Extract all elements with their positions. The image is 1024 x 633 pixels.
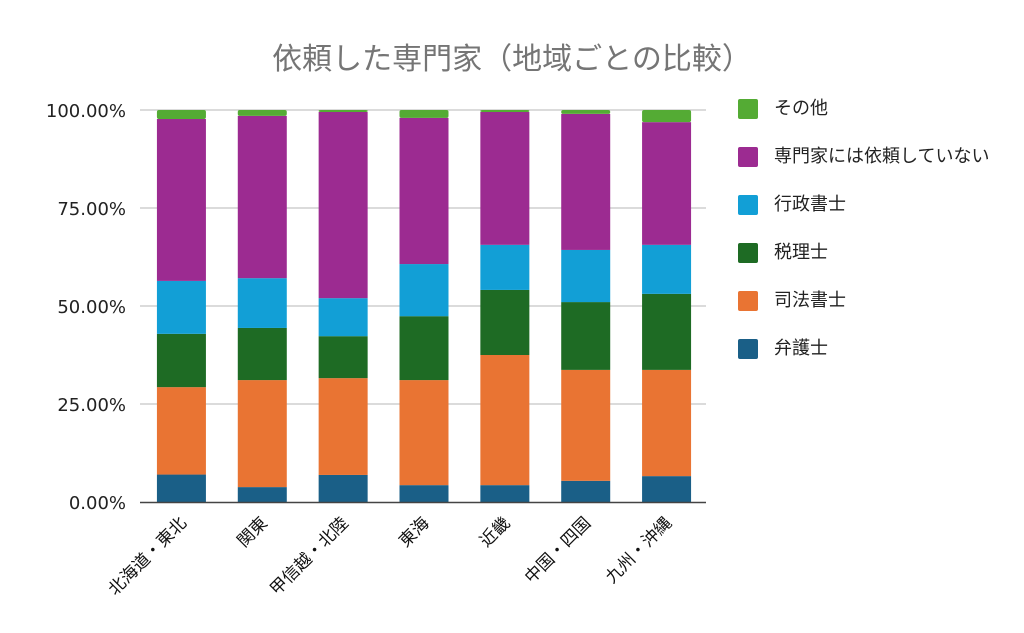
bar-segment[interactable] (318, 110, 368, 112)
bar-segment[interactable] (318, 298, 368, 337)
bar-segment[interactable] (561, 110, 611, 114)
bar-stack (561, 110, 611, 502)
legend-label: 行政書士 (774, 194, 846, 215)
bar-segment[interactable] (237, 380, 287, 488)
chart-title: 依頼した専門家（地域ごとの比較） (272, 42, 752, 77)
bar-segment[interactable] (156, 474, 206, 502)
bar-segment[interactable] (561, 302, 611, 370)
bar-segment[interactable] (561, 369, 611, 481)
bar-segment[interactable] (480, 355, 530, 486)
bar-segment[interactable] (480, 244, 530, 290)
x-tick-label: 甲信越・北陸 (266, 513, 352, 599)
bar-segment[interactable] (561, 480, 611, 502)
bar-segment[interactable] (318, 474, 368, 502)
legend-swatch (738, 195, 758, 215)
bar-segment[interactable] (399, 110, 449, 118)
legend-swatch (738, 339, 758, 359)
bar-segment[interactable] (237, 278, 287, 328)
legend: その他 専門家には依頼していない 行政書士 税理士 司法書士 弁護士 (738, 96, 1008, 384)
bar-segment[interactable] (642, 293, 692, 370)
bar-segment[interactable] (480, 110, 530, 112)
bar-segment[interactable] (480, 485, 530, 502)
x-tick-label: 北海道・東北 (105, 513, 191, 599)
legend-swatch (738, 147, 758, 167)
legend-label: その他 (774, 98, 828, 119)
bar-segment[interactable] (642, 122, 692, 245)
bar-segment[interactable] (156, 119, 206, 281)
bar-segment[interactable] (237, 327, 287, 381)
x-tick-label: 九州・沖縄 (602, 513, 676, 587)
bar-segment[interactable] (318, 378, 368, 475)
bar-stack (318, 110, 368, 502)
y-tick-label: 75.00% (57, 199, 126, 220)
bar-segment[interactable] (642, 476, 692, 502)
bar-segment[interactable] (480, 289, 530, 355)
bar-segment[interactable] (156, 387, 206, 475)
bars (156, 110, 692, 502)
y-tick-label: 25.00% (57, 395, 126, 416)
x-tick-label: 東海 (395, 513, 433, 551)
bar-segment[interactable] (156, 280, 206, 334)
bar-segment[interactable] (237, 487, 287, 502)
bar-stack (237, 110, 287, 502)
bar-stack (480, 110, 530, 502)
bar-segment[interactable] (156, 110, 206, 120)
legend-label: 税理士 (774, 242, 828, 263)
legend-item[interactable]: 弁護士 (738, 336, 1008, 362)
bar-segment[interactable] (237, 110, 287, 116)
x-tick-label: 関東 (234, 513, 272, 551)
bar-segment[interactable] (561, 113, 611, 250)
bar-segment[interactable] (399, 316, 449, 381)
y-tick-label: 50.00% (57, 297, 126, 318)
x-tick-label: 近畿 (476, 513, 514, 551)
legend-label: 司法書士 (774, 290, 846, 311)
legend-item[interactable]: 専門家には依頼していない (738, 144, 1008, 170)
bar-segment[interactable] (237, 115, 287, 279)
bar-stack (156, 110, 206, 502)
bar-segment[interactable] (399, 380, 449, 486)
bar-stack (642, 110, 692, 502)
bar-segment[interactable] (642, 244, 692, 294)
y-axis-ticks: 0.00% 25.00% 50.00% 75.00% 100.00% (46, 101, 126, 514)
bar-segment[interactable] (642, 110, 692, 123)
bar-segment[interactable] (399, 117, 449, 265)
bar-segment[interactable] (318, 111, 368, 299)
bar-segment[interactable] (156, 333, 206, 388)
bar-segment[interactable] (399, 485, 449, 502)
bar-segment[interactable] (480, 111, 530, 245)
bar-stack (399, 110, 449, 502)
x-tick-label: 中国・四国 (521, 513, 595, 587)
bar-segment[interactable] (642, 369, 692, 477)
legend-swatch (738, 291, 758, 311)
legend-item[interactable]: 司法書士 (738, 288, 1008, 314)
bar-segment[interactable] (399, 264, 449, 317)
y-tick-label: 100.00% (46, 101, 126, 122)
legend-label: 弁護士 (774, 338, 828, 359)
bar-segment[interactable] (318, 336, 368, 379)
legend-swatch (738, 99, 758, 119)
bar-segment[interactable] (561, 249, 611, 303)
legend-item[interactable]: 税理士 (738, 240, 1008, 266)
y-tick-label: 0.00% (69, 493, 126, 514)
legend-item[interactable]: その他 (738, 96, 1008, 122)
legend-item[interactable]: 行政書士 (738, 192, 1008, 218)
legend-swatch (738, 243, 758, 263)
legend-label: 専門家には依頼していない (774, 146, 990, 167)
